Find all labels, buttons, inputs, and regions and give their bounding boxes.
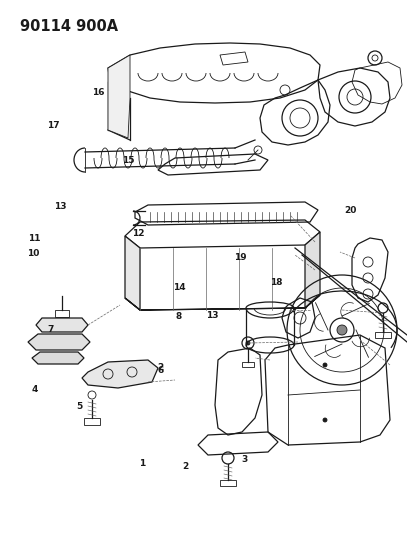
Text: 12: 12 xyxy=(132,229,144,238)
Text: 1: 1 xyxy=(139,459,146,468)
Text: 4: 4 xyxy=(31,385,38,393)
Text: 10: 10 xyxy=(27,249,39,258)
Text: 20: 20 xyxy=(345,206,357,215)
Text: 90114 900A: 90114 900A xyxy=(20,19,118,34)
Text: 17: 17 xyxy=(47,121,60,130)
Circle shape xyxy=(246,341,250,345)
Text: 19: 19 xyxy=(234,254,247,262)
Polygon shape xyxy=(36,318,88,332)
Text: 15: 15 xyxy=(122,157,134,165)
Polygon shape xyxy=(28,334,90,350)
Text: 14: 14 xyxy=(173,284,186,292)
Text: 13: 13 xyxy=(206,311,219,320)
Text: 7: 7 xyxy=(48,325,54,334)
Text: 13: 13 xyxy=(54,202,66,211)
Polygon shape xyxy=(108,55,130,138)
Circle shape xyxy=(323,418,327,422)
Circle shape xyxy=(323,363,327,367)
Text: 8: 8 xyxy=(176,312,182,320)
Text: 3: 3 xyxy=(241,455,247,464)
Text: 2: 2 xyxy=(158,364,164,372)
Text: 6: 6 xyxy=(158,367,164,375)
Text: 11: 11 xyxy=(28,234,41,243)
Text: 5: 5 xyxy=(76,402,83,410)
Polygon shape xyxy=(82,360,158,388)
Text: 18: 18 xyxy=(271,278,283,287)
Polygon shape xyxy=(305,232,320,308)
Polygon shape xyxy=(32,352,84,364)
Circle shape xyxy=(337,325,347,335)
Text: 16: 16 xyxy=(92,88,105,96)
Text: 2: 2 xyxy=(182,462,188,471)
Polygon shape xyxy=(125,236,140,310)
